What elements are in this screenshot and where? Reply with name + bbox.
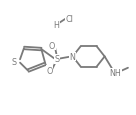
Text: NH: NH <box>109 69 121 78</box>
Text: S: S <box>11 58 17 66</box>
Text: O: O <box>49 41 55 50</box>
Text: H: H <box>54 20 60 29</box>
Text: S: S <box>55 55 60 64</box>
Text: Cl: Cl <box>65 15 73 24</box>
Text: N: N <box>70 52 76 61</box>
Text: O: O <box>46 66 52 75</box>
